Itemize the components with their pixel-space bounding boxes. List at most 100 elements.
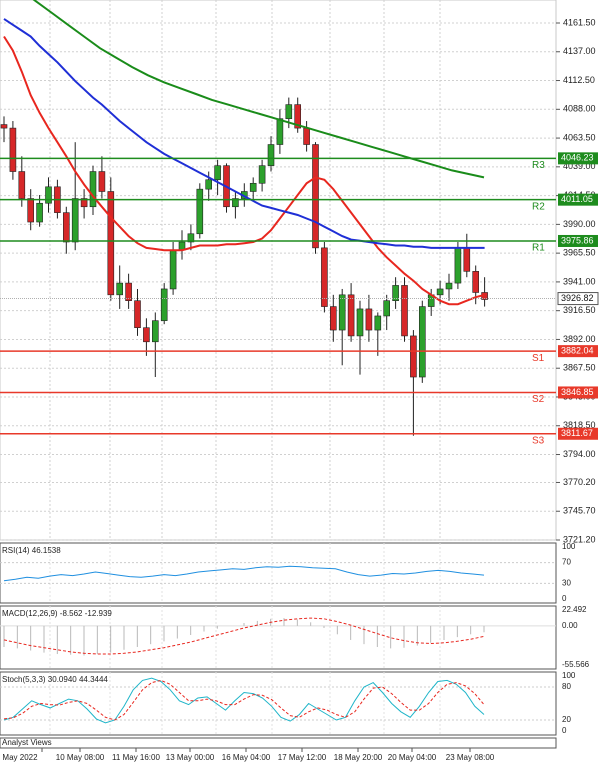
candle-body	[134, 300, 141, 329]
candle-body	[143, 327, 150, 343]
candle-body	[89, 171, 97, 208]
rsi-tick-label: 0	[562, 594, 567, 603]
candle-body	[98, 171, 106, 192]
level-value-r2: 4011.05	[561, 194, 593, 204]
price-tick-label: 3916.50	[563, 305, 596, 315]
level-name-r2: R2	[532, 201, 545, 212]
candle-body	[303, 127, 310, 145]
price-tick-label: 3965.50	[563, 248, 596, 258]
time-tick-label: 20 May 04:00	[388, 753, 437, 762]
price-tick-label: 4063.50	[563, 132, 596, 142]
candle-body	[294, 104, 302, 129]
time-tick-label: 17 May 12:00	[278, 753, 327, 762]
moving-average-blue	[3, 18, 485, 249]
time-tick-label: 10 May 08:00	[56, 753, 105, 762]
level-box-s3	[558, 427, 598, 440]
candle-body	[383, 300, 391, 317]
time-tick-label: May 2022	[2, 753, 38, 762]
moving-average-green	[32, 0, 485, 179]
candle-body	[107, 191, 115, 296]
candle-body	[285, 104, 293, 119]
current-price-box	[557, 292, 599, 306]
candle-body	[356, 308, 364, 337]
price-tick-label: 4039.00	[563, 161, 596, 171]
price-tick-label: 4112.50	[563, 75, 595, 85]
candle-body	[410, 335, 417, 378]
candle-body	[9, 127, 17, 172]
macd-tick-label: -55.566	[562, 660, 590, 669]
stoch-tick-label: 20	[562, 715, 571, 724]
candle-body	[205, 179, 212, 190]
candle-body	[0, 124, 8, 129]
price-tick-label: 3794.00	[563, 449, 596, 459]
level-box-s1	[558, 345, 598, 358]
price-tick-label: 3770.20	[563, 477, 596, 487]
candle-body	[418, 306, 426, 378]
level-name-s1: S1	[532, 353, 545, 364]
rsi-panel	[0, 542, 557, 604]
candle-body	[401, 285, 408, 337]
level-name-s2: S2	[532, 394, 545, 405]
candle-body	[18, 171, 26, 199]
analyst-views-label: Analyst Views	[2, 738, 52, 747]
stoch-panel	[0, 671, 557, 736]
moving-average-red	[3, 35, 485, 306]
candle-body	[214, 165, 221, 181]
candle-body	[258, 165, 266, 184]
time-tick-label: 18 May 20:00	[334, 753, 383, 762]
candle-body	[27, 198, 35, 223]
macd-tick-label: 0.00	[562, 621, 578, 630]
price-tick-label: 3745.70	[563, 506, 596, 516]
price-tick-label: 4161.50	[563, 17, 596, 27]
rsi-tick-label: 30	[562, 579, 571, 588]
rsi-tick-label: 100	[562, 542, 576, 551]
macd-signal-line	[3, 617, 485, 655]
time-tick-label: 23 May 08:00	[446, 753, 495, 762]
level-box-r2	[558, 193, 598, 206]
candle-body	[321, 247, 328, 307]
macd-label: MACD(12,26,9) -8.562 -12.939	[2, 609, 112, 618]
level-value-r3: 4046.23	[561, 153, 594, 163]
level-value-s2: 3846.85	[561, 387, 594, 397]
level-value-s1: 3882.04	[561, 346, 594, 356]
price-tick-label: 3990.00	[563, 219, 596, 229]
candle-body	[160, 288, 168, 321]
macd-tick-label: 22.492	[562, 605, 587, 614]
price-panel	[0, 0, 557, 541]
candle-body	[169, 249, 177, 290]
candle-body	[445, 282, 453, 290]
candle-body	[392, 285, 399, 301]
stoch-d-line	[3, 679, 485, 721]
rsi-tick-label: 70	[562, 558, 571, 567]
candle-body	[196, 188, 204, 235]
price-tick-label: 3721.20	[563, 534, 596, 544]
candle-body	[45, 186, 52, 204]
macd-panel	[0, 605, 557, 670]
candle-body	[276, 118, 284, 145]
stoch-tick-label: 100	[562, 671, 576, 680]
candle-body	[116, 282, 123, 296]
stoch-tick-label: 0	[562, 726, 567, 735]
candle-body	[232, 198, 239, 208]
candle-body	[62, 212, 70, 243]
price-tick-label: 3818.50	[563, 420, 596, 430]
candle-body	[249, 182, 257, 192]
current-price-label: 3926.82	[561, 293, 594, 303]
time-tick-label: 13 May 00:00	[166, 753, 215, 762]
candle-body	[187, 233, 195, 243]
candle-body	[80, 198, 88, 208]
level-name-s3: S3	[532, 435, 545, 446]
analyst-panel	[0, 737, 557, 749]
time-tick-label: 11 May 16:00	[112, 753, 160, 762]
price-tick-label: 4088.00	[563, 104, 596, 114]
stoch-tick-label: 80	[562, 682, 571, 691]
level-value-r1: 3975.86	[561, 235, 594, 245]
candle-body	[329, 306, 337, 331]
candle-body	[312, 144, 319, 249]
candle-body	[454, 247, 462, 284]
price-tick-label: 3867.50	[563, 363, 596, 373]
candle-body	[436, 288, 444, 296]
stoch-k-line	[3, 677, 485, 724]
level-box-s2	[558, 386, 598, 399]
